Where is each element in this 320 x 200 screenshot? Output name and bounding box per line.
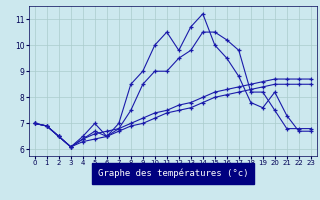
X-axis label: Graphe des températures (°c): Graphe des températures (°c) bbox=[98, 169, 248, 178]
